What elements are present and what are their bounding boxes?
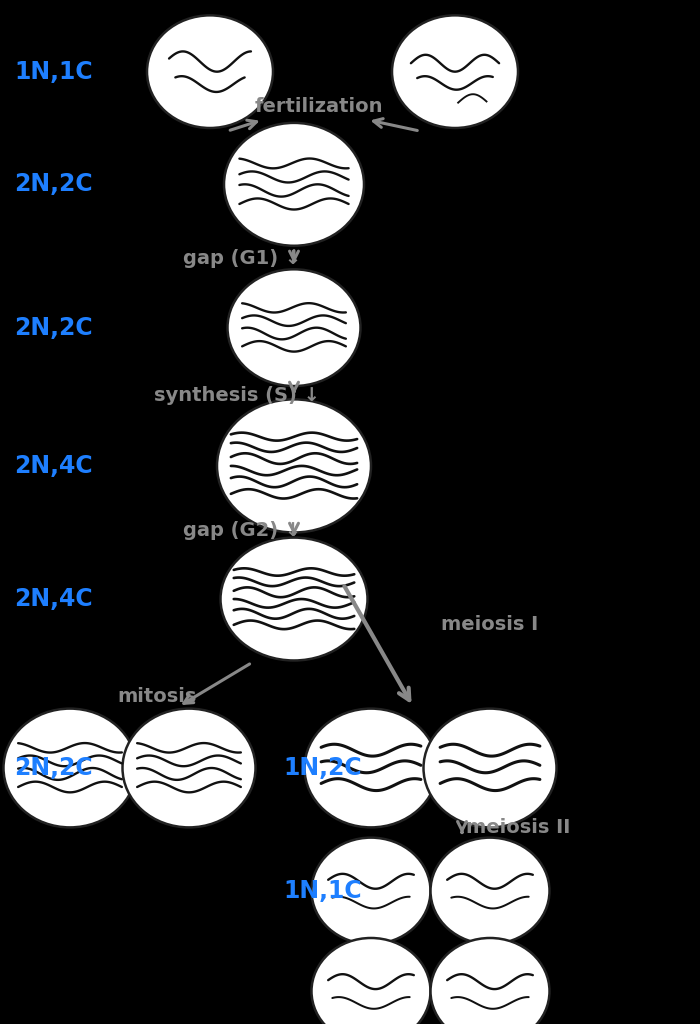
Ellipse shape xyxy=(220,538,368,660)
Ellipse shape xyxy=(147,15,273,128)
Ellipse shape xyxy=(430,838,550,944)
Text: meiosis I: meiosis I xyxy=(441,615,538,634)
Ellipse shape xyxy=(430,938,550,1024)
Text: 2N,2C: 2N,2C xyxy=(14,756,92,780)
Ellipse shape xyxy=(122,709,256,827)
Ellipse shape xyxy=(217,399,371,532)
Text: meiosis II: meiosis II xyxy=(466,818,570,837)
Ellipse shape xyxy=(224,123,364,246)
Ellipse shape xyxy=(304,709,438,827)
Text: mitosis: mitosis xyxy=(118,687,197,706)
Text: 1N,1C: 1N,1C xyxy=(284,879,362,903)
Text: 2N,4C: 2N,4C xyxy=(14,454,92,478)
Ellipse shape xyxy=(392,15,518,128)
Ellipse shape xyxy=(424,709,556,827)
Text: 2N,2C: 2N,2C xyxy=(14,172,92,197)
Ellipse shape xyxy=(312,838,430,944)
Ellipse shape xyxy=(228,269,360,386)
Text: 2N,4C: 2N,4C xyxy=(14,587,92,611)
Text: synthesis (S) ↓: synthesis (S) ↓ xyxy=(154,386,320,404)
Text: 2N,2C: 2N,2C xyxy=(14,315,92,340)
Ellipse shape xyxy=(4,709,136,827)
Text: 1N,2C: 1N,2C xyxy=(284,756,362,780)
Ellipse shape xyxy=(312,938,430,1024)
Text: gap (G1) ↓: gap (G1) ↓ xyxy=(183,249,302,267)
Text: 1N,1C: 1N,1C xyxy=(14,59,92,84)
Text: gap (G2) ↓: gap (G2) ↓ xyxy=(183,521,302,540)
Text: fertilization: fertilization xyxy=(254,97,383,116)
